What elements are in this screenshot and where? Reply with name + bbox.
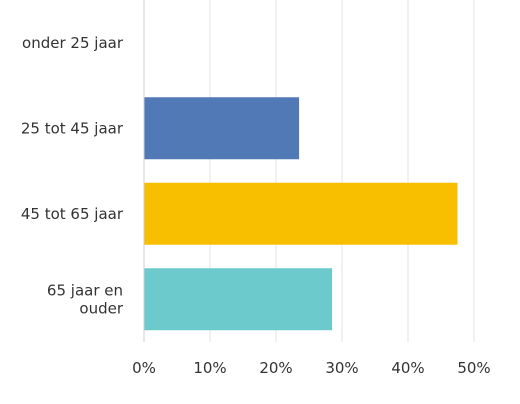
category-label: 65 jaar en ouder: [47, 281, 124, 317]
x-tick-label: 0%: [132, 359, 156, 377]
category-label: onder 25 jaar: [22, 34, 124, 52]
x-tick-label: 40%: [391, 359, 424, 377]
bar: [144, 97, 300, 160]
bar: [144, 182, 458, 245]
x-tick-label: 50%: [457, 359, 490, 377]
x-tick-label: 10%: [193, 359, 226, 377]
category-label: 45 tot 65 jaar: [21, 205, 124, 223]
x-tick-label: 30%: [325, 359, 358, 377]
bar: [144, 268, 333, 331]
x-tick-label: 20%: [259, 359, 292, 377]
category-label: 25 tot 45 jaar: [21, 119, 124, 137]
